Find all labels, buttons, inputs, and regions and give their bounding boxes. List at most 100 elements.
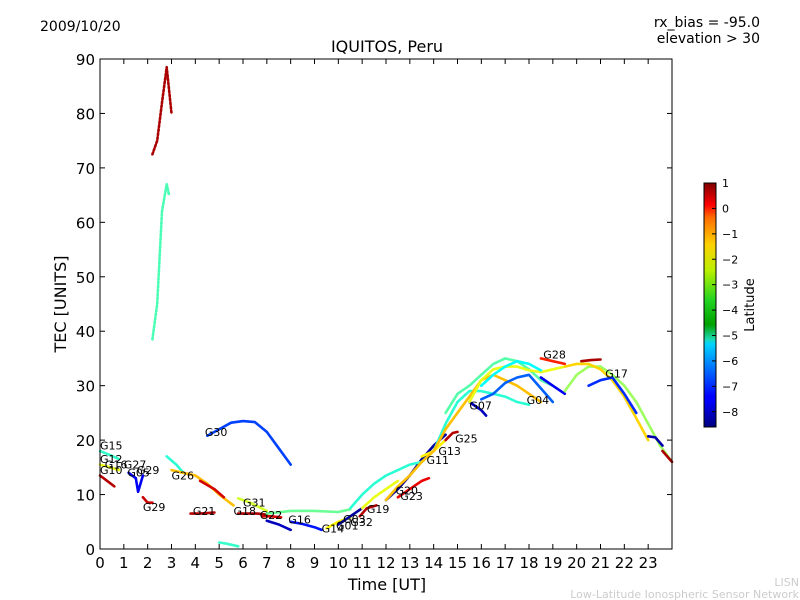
series-G15 xyxy=(98,449,121,461)
series-G21 xyxy=(189,511,216,515)
y-tick-label-70: 70 xyxy=(76,160,95,178)
x-tick-label-7: 7 xyxy=(262,554,272,572)
x-tick-label-6: 6 xyxy=(238,554,248,572)
x-tick-label-0: 0 xyxy=(95,554,105,572)
x-tick-label-12: 12 xyxy=(376,554,395,572)
y-tick-label-50: 50 xyxy=(76,269,95,287)
x-tick-label-3: 3 xyxy=(167,554,177,572)
satellite-label-g07-25: G07 xyxy=(469,400,492,413)
satellite-label-g22-13: G22 xyxy=(260,509,283,522)
colorbar-tick-label-1: 1 xyxy=(722,177,729,190)
footer-network: Low-Latitude Ionospheric Sensor Network xyxy=(570,588,799,600)
x-tick-label-11: 11 xyxy=(353,554,372,572)
colorbar-label: Latitude xyxy=(743,278,758,332)
elevation-label: elevation > 30 xyxy=(657,31,760,47)
x-tick-label-21: 21 xyxy=(591,554,610,572)
series-G03-low xyxy=(217,541,240,548)
satellite-label-g12-1: G12 xyxy=(100,453,123,466)
y-tick-label-10: 10 xyxy=(76,487,95,505)
colorbar-tick-label-neg1: −1 xyxy=(722,228,738,241)
satellite-label-g18-12: G18 xyxy=(234,505,257,518)
x-tick-label-23: 23 xyxy=(639,554,658,572)
satellite-label-g04-26: G04 xyxy=(527,394,550,407)
x-tick-label-9: 9 xyxy=(310,554,320,572)
x-tick-label-18: 18 xyxy=(519,554,538,572)
satellite-label-g23-21: G23 xyxy=(400,490,423,503)
series-afternoon-yellow xyxy=(384,373,543,502)
series-midday-green xyxy=(265,508,352,515)
series-G18 xyxy=(236,512,269,516)
series-G10 xyxy=(98,474,116,488)
series-G26 xyxy=(165,455,185,475)
x-tick-label-16: 16 xyxy=(472,554,491,572)
series-G17-red xyxy=(580,358,602,363)
series-G05 xyxy=(127,471,145,494)
series-G21b xyxy=(198,479,226,499)
x-tick-label-19: 19 xyxy=(543,554,562,572)
series-G16 xyxy=(265,519,292,532)
satellite-label-g21-10: G21 xyxy=(193,505,216,518)
colorbar: 1 0 −1 −2 −3 −4 −5 −6 −7 −8 Latitude xyxy=(703,177,758,428)
satellite-label-g32-18: G32 xyxy=(350,516,373,529)
satellite-label-g14-15: G14 xyxy=(322,523,345,536)
series-G30 xyxy=(206,419,292,466)
satellite-label-g29-6: G29 xyxy=(137,464,160,477)
y-axis-label: TEC [UNITS] xyxy=(51,256,70,354)
footer-lisn: LISN xyxy=(774,576,799,589)
x-axis-ticks: 0 1 2 3 4 5 6 7 8 9 10 11 12 13 14 15 16 17 18 19 20 21 22 23 xyxy=(95,59,658,572)
series-G14 xyxy=(289,520,323,532)
y-tick-label-60: 60 xyxy=(76,214,95,232)
series-G32 xyxy=(337,506,364,526)
satellite-label-g16-3: G16 xyxy=(105,458,128,471)
date-label: 2009/10/20 xyxy=(40,19,121,35)
colorbar-tick-label-neg8: −8 xyxy=(722,406,738,419)
series-evening-green xyxy=(563,365,674,464)
colorbar-tick-label-neg6: −6 xyxy=(722,355,738,368)
plot-background xyxy=(100,59,672,549)
x-tick-label-1: 1 xyxy=(119,554,129,572)
series-arc-spike-green xyxy=(151,182,171,341)
satellite-label-g29-7: G29 xyxy=(143,501,166,514)
x-tick-label-14: 14 xyxy=(424,554,443,572)
series-layer xyxy=(98,65,674,548)
y-axis-ticks: 0 10 20 30 40 50 60 70 80 90 xyxy=(76,51,672,559)
series-G23 xyxy=(396,476,431,499)
series-G17 xyxy=(587,376,638,415)
satellite-label-g30-9: G30 xyxy=(205,426,228,439)
y-tick-label-90: 90 xyxy=(76,51,95,69)
series-G28 xyxy=(539,357,567,366)
series-peak-green xyxy=(444,357,555,415)
series-G19 xyxy=(358,504,378,518)
satellite-label-g10-2: G10 xyxy=(100,464,123,477)
satellite-label-g20-20: G20 xyxy=(396,485,419,498)
y-tick-label-0: 0 xyxy=(85,541,95,559)
x-tick-label-10: 10 xyxy=(329,554,348,572)
satellite-label-g16-14: G16 xyxy=(288,513,311,526)
satellite-label-g05-5: G05 xyxy=(127,467,150,480)
chart-title: IQUITOS, Peru xyxy=(331,37,443,56)
x-tick-label-20: 20 xyxy=(567,554,586,572)
x-tick-label-22: 22 xyxy=(615,554,634,572)
x-tick-label-5: 5 xyxy=(214,554,224,572)
colorbar-tick-label-neg3: −3 xyxy=(722,279,738,292)
colorbar-ticks: 1 0 −1 −2 −3 −4 −5 −6 −7 −8 xyxy=(712,177,738,419)
series-G04 xyxy=(480,373,555,404)
satellite-label-g11-22: G11 xyxy=(427,454,450,467)
y-tick-label-40: 40 xyxy=(76,323,95,341)
x-tick-label-13: 13 xyxy=(400,554,419,572)
x-tick-label-8: 8 xyxy=(286,554,296,572)
series-G22 xyxy=(260,515,283,519)
y-tick-label-20: 20 xyxy=(76,432,95,450)
series-G25 xyxy=(444,430,459,442)
satellite-label-g01-16: G01 xyxy=(336,519,359,532)
satellite-label-g27-4: G27 xyxy=(124,458,147,471)
satellite-label-g15-0: G15 xyxy=(100,439,123,452)
y-tick-label-30: 30 xyxy=(76,378,95,396)
series-peak-lightgreen xyxy=(468,365,567,404)
colorbar-tick-label-0: 0 xyxy=(722,202,729,215)
y-tick-label-80: 80 xyxy=(76,105,95,123)
series-G28-blue xyxy=(539,376,567,396)
